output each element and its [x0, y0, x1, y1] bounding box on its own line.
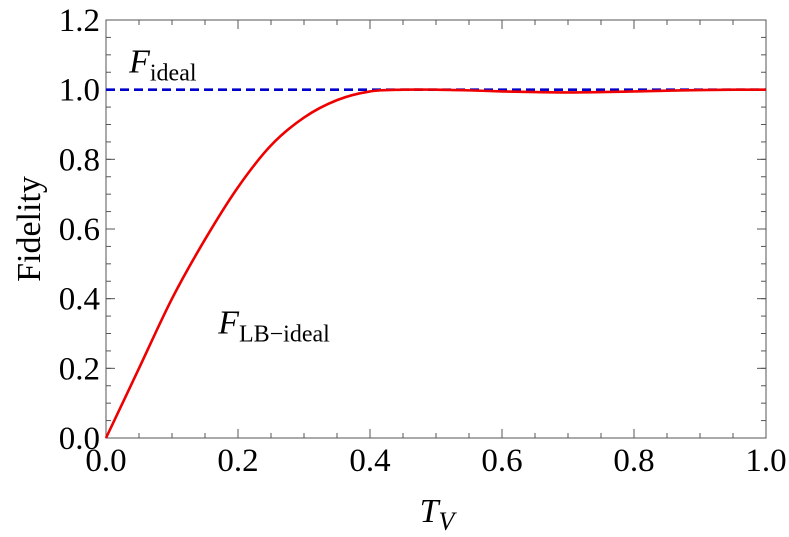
- y-tick-labels: 0.0 0.2 0.4 0.6 0.8 1.0 1.2: [59, 3, 100, 457]
- y-tick-label: 0.0: [59, 421, 100, 457]
- y-tick-label: 0.2: [59, 351, 100, 387]
- series-annotation: FLB−ideal: [217, 305, 330, 348]
- plot-frame: [105, 19, 767, 439]
- y-tick-label: 1.0: [59, 73, 100, 109]
- y-tick-label: 0.8: [59, 142, 100, 178]
- x-tick-label: 0.0: [85, 443, 126, 479]
- annotation-sub: LB−ideal: [239, 322, 330, 348]
- series-layer: [104, 88, 767, 439]
- x-tick-label: 0.4: [349, 443, 390, 479]
- x-tick-labels: 0.0 0.2 0.4 0.6 0.8 1.0: [85, 443, 786, 479]
- y-tick-label: 0.6: [59, 212, 100, 248]
- x-tick-label: 0.8: [613, 443, 654, 479]
- annotation-main: F: [128, 43, 151, 80]
- x-axis-label-main: T: [420, 493, 441, 530]
- x-tick-label: 0.6: [481, 443, 522, 479]
- series-annotation: Fideal: [128, 43, 197, 86]
- series-line-1: [104, 88, 767, 439]
- y-tick-label: 0.4: [59, 282, 100, 318]
- x-axis-label: TV: [420, 493, 458, 536]
- x-tick-label: 0.2: [217, 443, 258, 479]
- y-tick-label: 1.2: [59, 3, 100, 39]
- annotation-main: F: [217, 305, 240, 342]
- x-axis-label-sub: V: [439, 507, 458, 536]
- x-tick-label: 1.0: [745, 443, 786, 479]
- annotation-sub: ideal: [150, 60, 197, 86]
- tick-marks: [105, 19, 767, 439]
- y-axis-label: Fidelity: [11, 176, 48, 282]
